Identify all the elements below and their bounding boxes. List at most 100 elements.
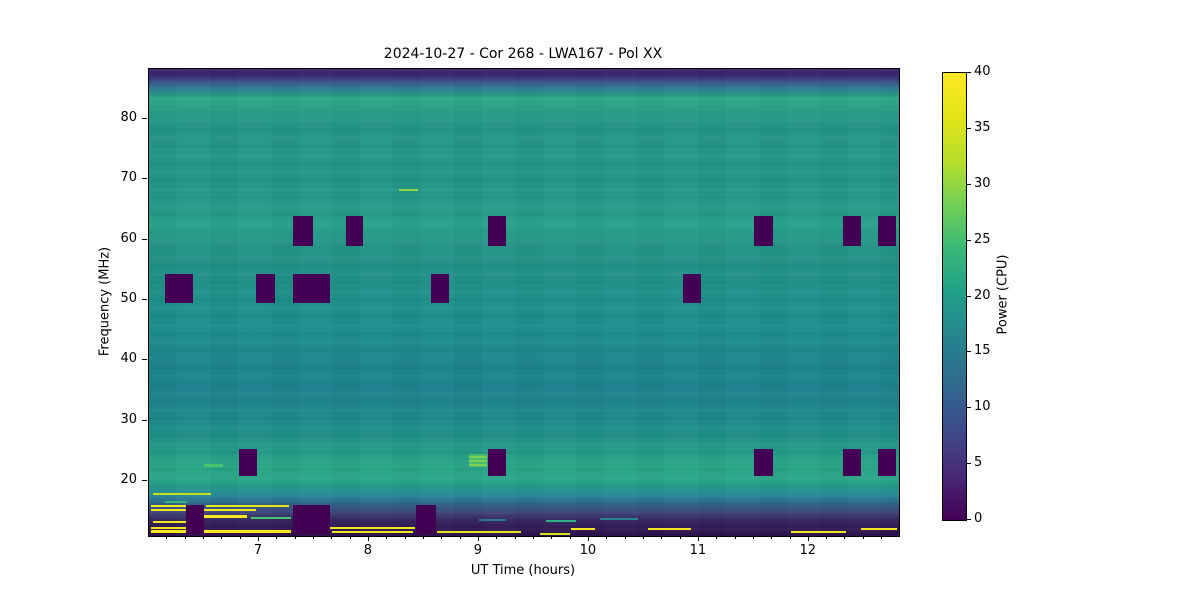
rfi-streak [151, 530, 291, 534]
x-axis-minor-tick [312, 536, 314, 539]
x-axis-tick-label: 12 [799, 543, 817, 558]
colorbar-tick [967, 463, 971, 465]
x-axis-minor-tick [771, 536, 773, 539]
y-axis-tick-label: 30 [120, 411, 137, 427]
colorbar-tick [967, 351, 971, 353]
x-axis-minor-tick [551, 536, 553, 539]
colorbar-tick-label: 5 [974, 455, 983, 471]
flagged-region [293, 216, 313, 247]
x-axis-minor-tick [404, 536, 406, 539]
y-axis-tick-label: 60 [120, 230, 137, 246]
flagged-region [753, 448, 773, 477]
x-axis-minor-tick [441, 536, 443, 539]
x-axis-minor-tick [239, 536, 241, 539]
rfi-streak [599, 518, 639, 521]
rfi-streak [200, 515, 247, 519]
y-axis-tick [142, 359, 147, 361]
y-axis-tick-label: 40 [120, 351, 137, 367]
x-axis-tick [257, 536, 259, 541]
x-axis-label: UT Time (hours) [470, 563, 576, 578]
plot-area [148, 68, 900, 537]
x-axis-minor-tick [716, 536, 718, 539]
x-axis-tick-label: 11 [689, 543, 707, 558]
y-axis-tick [142, 118, 147, 120]
y-axis-tick [142, 238, 147, 240]
flagged-region [416, 505, 436, 534]
x-axis-tick-label: 8 [363, 543, 373, 558]
flagged-region [878, 216, 896, 247]
colorbar-tick-label: 20 [974, 287, 991, 303]
flagged-region [345, 216, 364, 247]
rfi-streak [330, 526, 416, 529]
x-axis-minor-tick [734, 536, 736, 539]
x-axis-minor-tick [202, 536, 204, 539]
colorbar-tick [967, 239, 971, 241]
colorbar-tick [967, 407, 971, 409]
rfi-streak [648, 527, 692, 530]
y-axis-tick [142, 178, 147, 180]
x-axis-minor-tick [752, 536, 754, 539]
rfi-streak [151, 526, 187, 529]
colorbar-tick-label: 15 [974, 343, 991, 359]
y-axis-tick-label: 80 [120, 110, 137, 126]
rfi-streak [437, 531, 521, 534]
colorbar-tick [967, 72, 971, 73]
x-axis-minor-tick [514, 536, 516, 539]
flagged-region [255, 274, 276, 304]
y-axis-tick-label: 50 [120, 291, 137, 307]
x-axis-tick [367, 536, 369, 541]
rfi-streak [151, 504, 191, 507]
flagged-region [878, 448, 896, 477]
x-axis-minor-tick [386, 536, 388, 539]
x-axis-minor-tick [294, 536, 296, 539]
flagged-region [683, 274, 702, 304]
rfi-streak [860, 527, 897, 530]
y-axis-tick-label: 70 [120, 170, 137, 186]
rfi-streak [203, 463, 223, 467]
x-axis-minor-tick [862, 536, 864, 539]
rfi-streak [545, 519, 576, 522]
x-axis-minor-tick [532, 536, 534, 539]
x-axis-minor-tick [789, 536, 791, 539]
x-axis-tick [697, 536, 699, 541]
flagged-region [239, 448, 257, 477]
flagged-region [487, 448, 507, 477]
rfi-streak [206, 505, 289, 508]
x-axis-minor-tick [844, 536, 846, 539]
x-axis-tick-label: 9 [473, 543, 483, 558]
y-axis-tick [142, 299, 147, 301]
x-axis-tick-label: 7 [253, 543, 263, 558]
rfi-streak [331, 530, 413, 533]
x-axis-minor-tick [349, 536, 351, 539]
x-axis-minor-tick [826, 536, 828, 539]
y-axis-tick [142, 480, 147, 482]
x-axis-minor-tick [166, 536, 168, 539]
x-axis-tick-label: 10 [579, 543, 597, 558]
flagged-region [753, 216, 773, 247]
flagged-region [186, 505, 204, 534]
colorbar-tick-label: 40 [974, 64, 991, 79]
flagged-region [165, 274, 193, 304]
y-axis-tick-label: 20 [120, 472, 137, 488]
colorbar-tick-label: 0 [974, 511, 983, 526]
x-axis-minor-tick [221, 536, 223, 539]
x-axis-minor-tick [679, 536, 681, 539]
colorbar-tick [967, 519, 971, 520]
flagged-region [487, 216, 507, 247]
rfi-streak [251, 516, 291, 519]
x-axis-minor-tick [881, 536, 883, 539]
x-axis-minor-tick [569, 536, 571, 539]
x-axis-minor-tick [496, 536, 498, 539]
flagged-region [293, 505, 331, 534]
chart-title: 2024-10-27 - Cor 268 - LWA167 - Pol XX [383, 46, 663, 62]
rfi-streak [165, 500, 188, 503]
x-axis-tick [807, 536, 809, 541]
colorbar [942, 72, 967, 521]
x-axis-minor-tick [276, 536, 278, 539]
rfi-streak [540, 533, 571, 536]
colorbar-tick-label: 25 [974, 231, 991, 247]
colorbar-tick [967, 183, 971, 185]
colorbar-tick [967, 127, 971, 129]
flagged-region [293, 274, 331, 304]
x-axis-minor-tick [624, 536, 626, 539]
